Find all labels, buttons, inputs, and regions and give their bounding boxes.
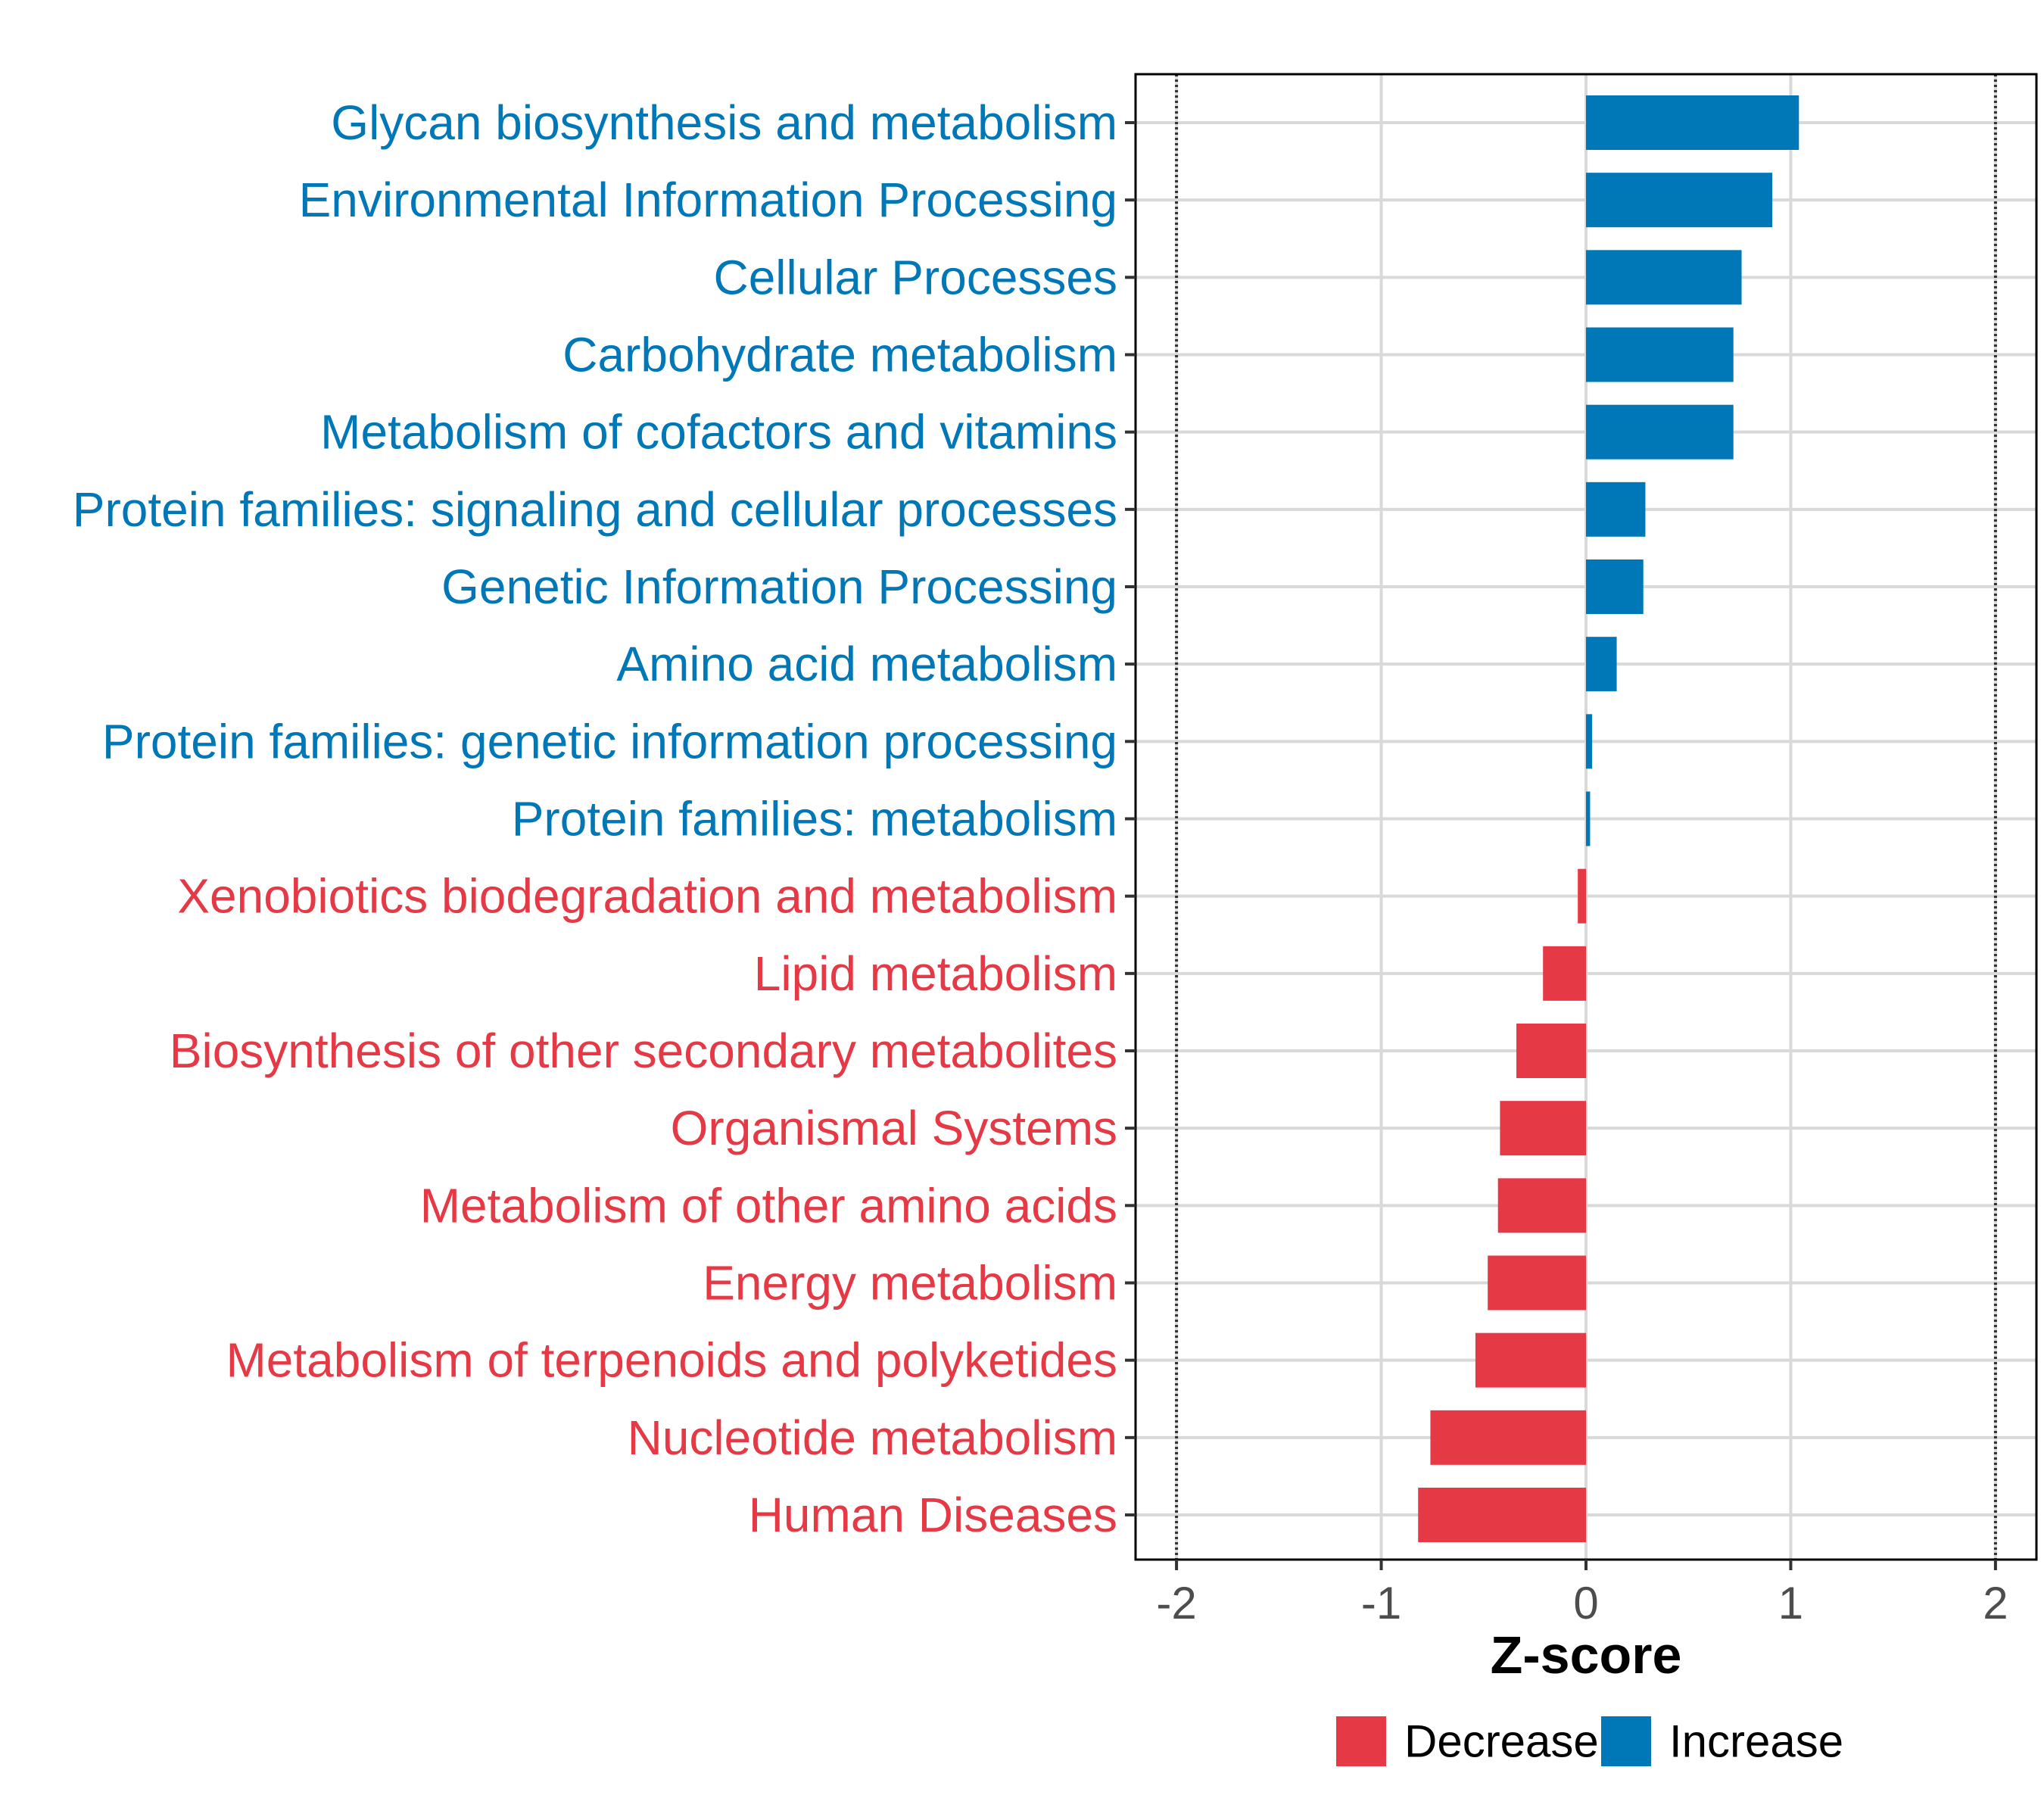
category-label: Cellular Processes [713,250,1117,304]
x-tick-label: 1 [1778,1578,1803,1628]
x-tick-label: 2 [1983,1578,2008,1628]
bar [1586,791,1591,846]
category-label: Protein families: signaling and cellular… [73,482,1117,537]
x-axis: -2 -1 0 1 2 [1156,1560,2008,1628]
category-label: Protein families: metabolism [512,792,1117,846]
bar [1516,1024,1586,1078]
category-label: Genetic Information Processing [441,559,1117,614]
bar [1586,250,1742,305]
bar [1430,1410,1586,1465]
legend-label: Increase [1669,1716,1843,1767]
x-tick-label: 0 [1573,1578,1598,1628]
category-label: Energy metabolism [703,1256,1117,1311]
category-label: Environmental Information Processing [299,173,1117,227]
category-label: Amino acid metabolism [616,637,1117,691]
bar [1586,559,1644,614]
category-label: Carbohydrate metabolism [562,328,1117,382]
legend-label: Decrease [1404,1716,1599,1767]
category-label: Lipid metabolism [754,946,1117,1001]
bar-layer [1418,95,1799,1542]
x-tick-label: -2 [1156,1578,1196,1628]
bar [1586,327,1734,382]
category-label: Metabolism of other amino acids [420,1178,1117,1233]
bar [1586,404,1734,460]
bar [1578,868,1586,924]
y-axis: Glycan biosynthesis and metabolism Enviro… [73,95,1136,1542]
category-label: Metabolism of cofactors and vitamins [320,405,1117,460]
category-label: Organismal Systems [671,1101,1117,1155]
category-label: Biosynthesis of other secondary metaboli… [170,1024,1117,1078]
bar [1586,482,1646,537]
category-label: Human Diseases [749,1488,1117,1542]
bar [1500,1101,1586,1156]
category-label: Xenobiotics biodegradation and metabolis… [177,869,1117,924]
bar [1586,714,1593,769]
category-label: Protein families: genetic information pr… [102,714,1117,768]
x-axis-title: Z-score [1491,1625,1682,1685]
legend: Decrease Increase [1336,1716,1843,1767]
bar [1586,637,1617,692]
category-label: Metabolism of terpenoids and polyketides [226,1333,1117,1388]
bar [1543,946,1586,1001]
reference-line-layer [1175,74,1997,1560]
category-label: Nucleotide metabolism [628,1410,1117,1465]
bar [1475,1332,1586,1388]
legend-key [1336,1716,1386,1766]
bar [1497,1178,1586,1233]
bar [1488,1255,1586,1311]
legend-key [1601,1716,1651,1766]
bar [1418,1488,1586,1542]
bar [1586,173,1773,228]
category-label: Glycan biosynthesis and metabolism [331,95,1117,150]
x-tick-label: -1 [1361,1578,1401,1628]
bar [1586,95,1799,150]
